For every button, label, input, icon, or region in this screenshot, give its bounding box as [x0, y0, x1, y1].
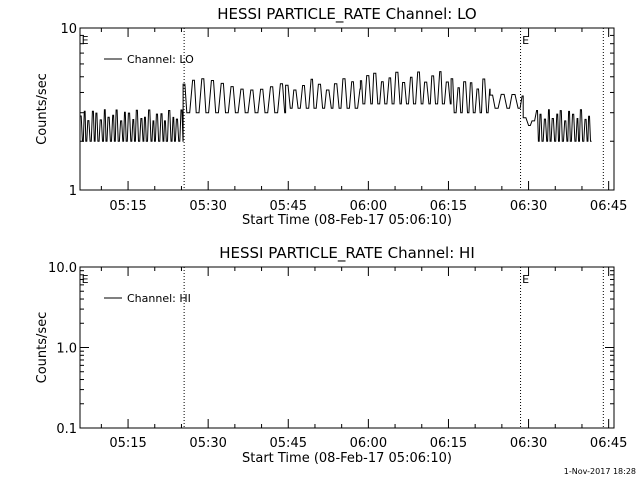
x-axis-label: Start Time (08-Feb-17 05:06:10)	[242, 213, 452, 228]
y-tick-label: 1	[69, 184, 77, 199]
x-tick-label: 05:30	[189, 436, 226, 451]
x-tick-label: 06:15	[430, 436, 467, 451]
legend-label: Channel: LO	[127, 53, 194, 66]
panel-hi: HESSI PARTICLE_RATE Channel: HI 0.1 1.0 10.…	[35, 244, 627, 466]
x-tick-label: 05:45	[270, 199, 307, 214]
event-marker-label: E	[82, 34, 89, 47]
series-line	[80, 71, 592, 142]
y-tick-label: 0.1	[56, 422, 77, 437]
event-marker-label: E	[522, 34, 529, 47]
event-marker-label: E	[522, 273, 529, 286]
x-tick-label: 06:15	[430, 199, 467, 214]
x-tick-label: 06:00	[350, 199, 387, 214]
y-tick-label: 10	[60, 22, 77, 37]
y-tick-label: 1.0	[56, 342, 77, 357]
panel-lo: HESSI PARTICLE_RATE Channel: LO 1 10 Counts…	[35, 5, 627, 228]
x-tick-label: 05:45	[270, 436, 307, 451]
y-tick-label: 10.0	[48, 261, 77, 276]
chart-title: HESSI PARTICLE_RATE Channel: HI	[219, 244, 475, 263]
chart-title: HESSI PARTICLE_RATE Channel: LO	[217, 5, 476, 24]
event-marker-label: E	[82, 273, 89, 286]
x-tick-label: 06:45	[590, 199, 627, 214]
x-tick-label: 06:45	[590, 436, 627, 451]
y-axis-label: Counts/sec	[35, 312, 50, 384]
x-tick-label: 06:30	[510, 436, 547, 451]
x-tick-label: 05:30	[189, 199, 226, 214]
footer-timestamp: 1-Nov-2017 18:28	[564, 467, 636, 476]
plot-frame	[79, 27, 615, 191]
x-tick-label: 06:00	[350, 436, 387, 451]
legend-label: Channel: HI	[127, 292, 191, 305]
x-axis-label: Start Time (08-Feb-17 05:06:10)	[242, 451, 452, 466]
x-tick-label: 06:30	[510, 199, 547, 214]
x-tick-label: 05:15	[109, 199, 146, 214]
y-axis-label: Counts/sec	[35, 73, 50, 145]
x-tick-label: 05:15	[109, 436, 146, 451]
